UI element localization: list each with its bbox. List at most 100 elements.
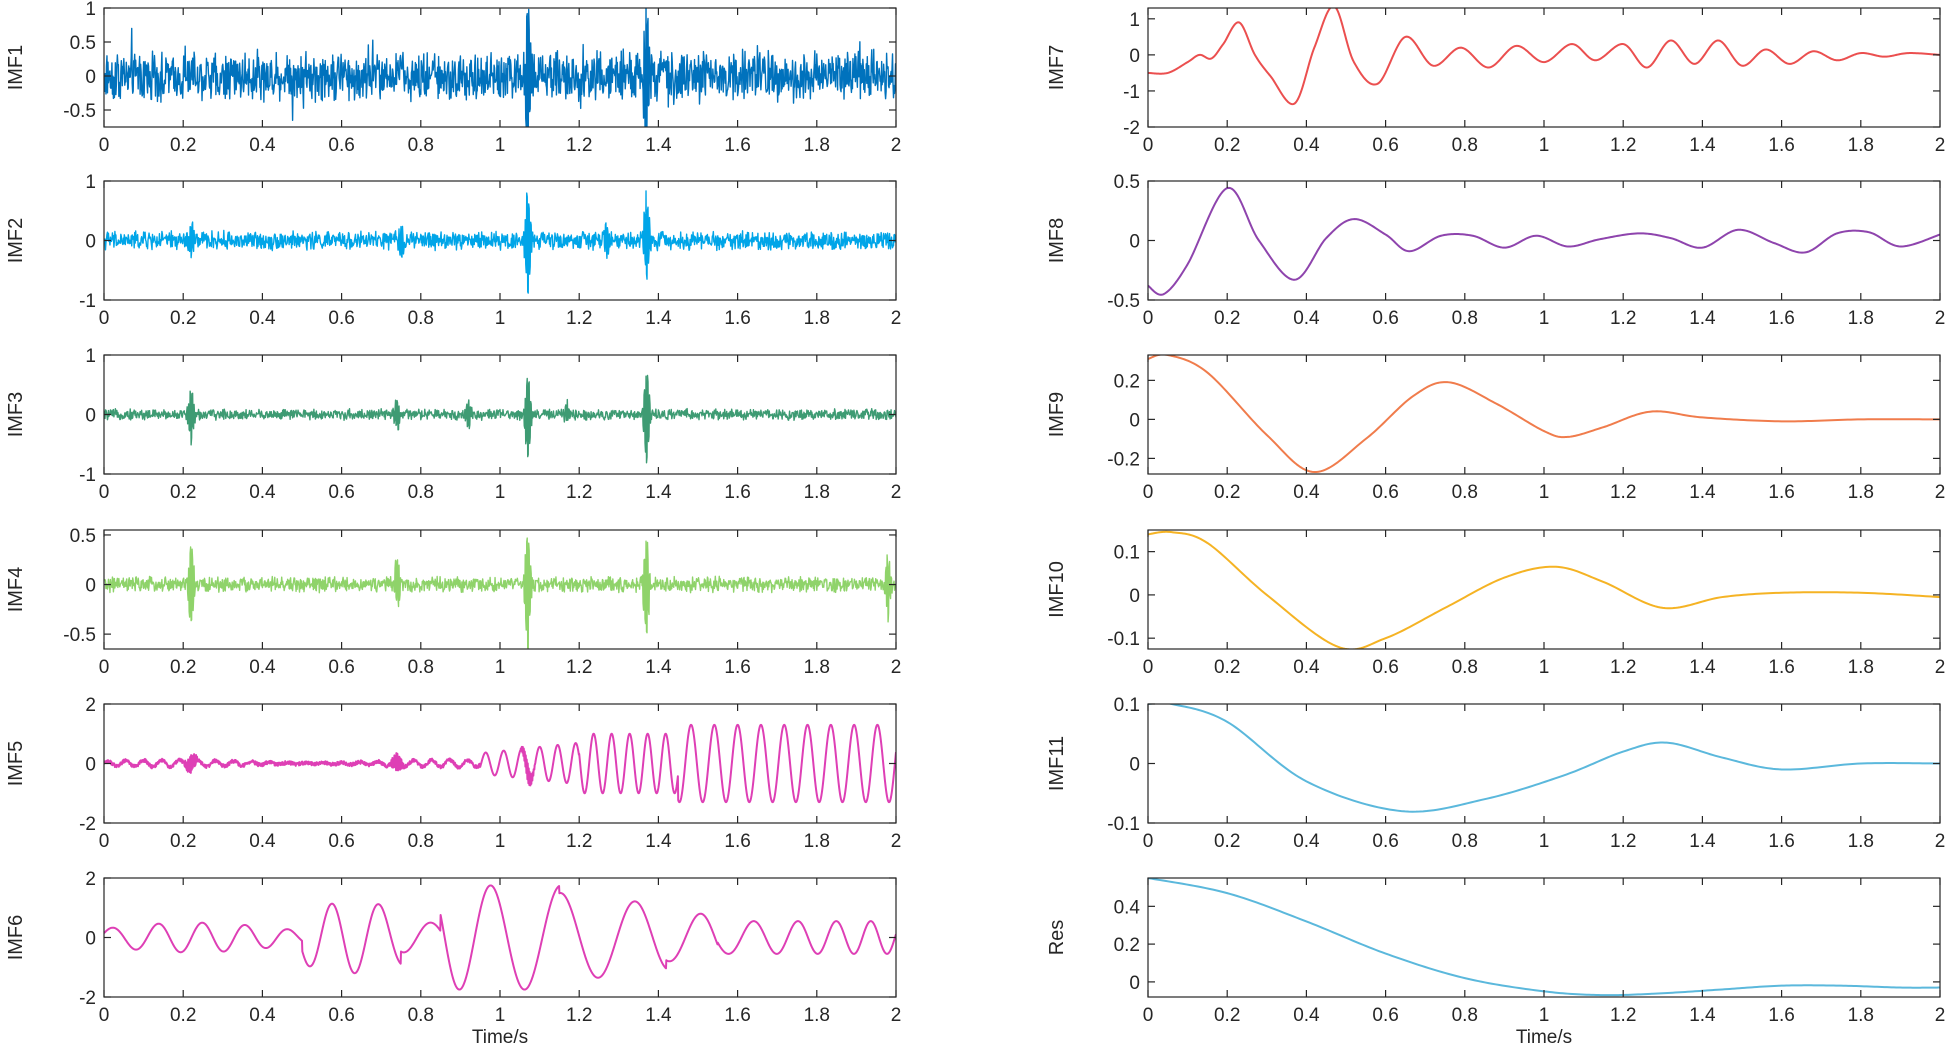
imf1-xtick-label: 2 bbox=[891, 135, 902, 156]
imf9-xtick-label: 1 bbox=[1539, 482, 1550, 503]
imf3-xtick-label: 0.8 bbox=[408, 482, 434, 503]
imf6-xtick-label: 1.2 bbox=[566, 1005, 592, 1026]
imf5-ytick-label: -2 bbox=[79, 814, 96, 835]
imf5-xtick-label: 0.4 bbox=[249, 831, 276, 852]
imf4-xtick-label: 0.2 bbox=[170, 657, 196, 678]
imf9-xtick-label: 0 bbox=[1143, 482, 1154, 503]
imf8-xtick-label: 0.4 bbox=[1293, 308, 1320, 329]
imf3-ytick-label: 1 bbox=[85, 346, 96, 367]
imf2-xtick-label: 1.8 bbox=[804, 308, 830, 329]
imf8-xtick-label: 1 bbox=[1539, 308, 1550, 329]
imf10-ytick-label: -0.1 bbox=[1107, 629, 1140, 650]
imf8-xtick-label: 1.2 bbox=[1610, 308, 1636, 329]
imf5-ytick-label: 0 bbox=[85, 755, 96, 776]
imf8-xtick-label: 2 bbox=[1935, 308, 1946, 329]
imf6-ytick-label: -2 bbox=[79, 988, 96, 1009]
imf7-series-line bbox=[1148, 8, 1940, 106]
imf11-xtick-label: 0.6 bbox=[1372, 831, 1398, 852]
imf9-ytick-label: -0.2 bbox=[1107, 449, 1140, 470]
imf1-xtick-label: 0.8 bbox=[408, 135, 434, 156]
imf11-ytick-label: 0.1 bbox=[1114, 695, 1140, 716]
imf1-xtick-label: 1 bbox=[495, 135, 506, 156]
imf7-xtick-label: 0.8 bbox=[1452, 135, 1478, 156]
imf6-xtick-label: 1.8 bbox=[804, 1005, 830, 1026]
imf3-xtick-label: 0.2 bbox=[170, 482, 196, 503]
imf8-xtick-label: 0.6 bbox=[1372, 308, 1398, 329]
res-ylabel: Res bbox=[1046, 920, 1068, 956]
imf9-xtick-label: 0.4 bbox=[1293, 482, 1320, 503]
imf2-xtick-label: 1.6 bbox=[724, 308, 750, 329]
imf9-ytick-label: 0 bbox=[1129, 410, 1140, 431]
imf1-xtick-label: 0 bbox=[99, 135, 110, 156]
imf5-xtick-label: 0 bbox=[99, 831, 110, 852]
imf6-ylabel: IMF6 bbox=[5, 915, 27, 961]
imf9-xtick-label: 1.8 bbox=[1848, 482, 1874, 503]
imf4-xtick-label: 1.6 bbox=[724, 657, 750, 678]
imf8-axes-box bbox=[1147, 180, 1941, 301]
imf11-xtick-label: 0 bbox=[1143, 831, 1154, 852]
imf7-xtick-label: 1.2 bbox=[1610, 135, 1636, 156]
imf5-ylabel: IMF5 bbox=[5, 741, 27, 787]
imf11-xtick-label: 1.4 bbox=[1689, 831, 1716, 852]
imf6-xtick-label: 1 bbox=[495, 1005, 506, 1026]
imf3-xtick-label: 1.6 bbox=[724, 482, 750, 503]
imf8-ytick-label: 0 bbox=[1129, 232, 1140, 253]
imf11-xtick-label: 2 bbox=[1935, 831, 1946, 852]
imf2-ytick-label: -1 bbox=[79, 291, 96, 312]
imf5-xtick-label: 2 bbox=[891, 831, 902, 852]
imf3-ytick-label: -1 bbox=[79, 465, 96, 486]
imf7-xtick-label: 1.4 bbox=[1689, 135, 1716, 156]
imf6-axes-box bbox=[103, 877, 897, 998]
imf8-xtick-label: 0.2 bbox=[1214, 308, 1240, 329]
imf11-xtick-label: 0.4 bbox=[1293, 831, 1320, 852]
imf8-xtick-label: 0.8 bbox=[1452, 308, 1478, 329]
res-xtick-label: 1 bbox=[1539, 1005, 1550, 1026]
imf9-ytick-label: 0.2 bbox=[1114, 371, 1140, 392]
imf10-axes-box bbox=[1147, 529, 1941, 650]
imf1-ytick-label: 0.5 bbox=[70, 33, 96, 54]
imf10-xtick-label: 1.6 bbox=[1768, 657, 1794, 678]
res-axes-box bbox=[1147, 877, 1941, 998]
imf1-ytick-label: 1 bbox=[85, 0, 96, 20]
imf7-ytick-label: 0 bbox=[1129, 46, 1140, 67]
imf6-series-line bbox=[104, 884, 896, 991]
res-xtick-label: 1.4 bbox=[1689, 1005, 1716, 1026]
imf4-xtick-label: 0.8 bbox=[408, 657, 434, 678]
res-xtick-label: 0.2 bbox=[1214, 1005, 1240, 1026]
imf9-xtick-label: 1.4 bbox=[1689, 482, 1716, 503]
imf2-ytick-label: 0 bbox=[85, 232, 96, 253]
imf10-xtick-label: 0.8 bbox=[1452, 657, 1478, 678]
imf7-xtick-label: 1.6 bbox=[1768, 135, 1794, 156]
imf9-xtick-label: 0.8 bbox=[1452, 482, 1478, 503]
imf7-subplot: 0 0.2 0.4 0.6 0.8 1 1.2 1.4 1.6 1.8 2 -2 -1 0 1 IMF7 bbox=[1046, 7, 1946, 156]
imf3-series-line bbox=[104, 374, 896, 464]
imf2-xtick-label: 0.4 bbox=[249, 308, 276, 329]
imf4-xtick-label: 0 bbox=[99, 657, 110, 678]
imf8-xtick-label: 1.6 bbox=[1768, 308, 1794, 329]
imf11-xtick-label: 1 bbox=[1539, 831, 1550, 852]
imf4-xtick-label: 2 bbox=[891, 657, 902, 678]
imf1-xtick-label: 1.8 bbox=[804, 135, 830, 156]
imf6-xtick-label: 0.6 bbox=[328, 1005, 354, 1026]
imf1-ytick-label: 0 bbox=[85, 67, 96, 88]
imf7-ytick-label: 1 bbox=[1129, 10, 1140, 31]
imf9-ylabel: IMF9 bbox=[1046, 392, 1068, 438]
imf9-xtick-label: 1.2 bbox=[1610, 482, 1636, 503]
imf10-xtick-label: 1.2 bbox=[1610, 657, 1636, 678]
imf4-xtick-label: 0.6 bbox=[328, 657, 354, 678]
imf3-xtick-label: 2 bbox=[891, 482, 902, 503]
imf2-series-line bbox=[104, 190, 896, 294]
imf11-axes-box bbox=[1147, 703, 1941, 824]
imf7-axes-box bbox=[1147, 7, 1941, 128]
imf9-xtick-label: 0.2 bbox=[1214, 482, 1240, 503]
imf5-xtick-label: 1 bbox=[495, 831, 506, 852]
imf10-xtick-label: 0 bbox=[1143, 657, 1154, 678]
imf7-xtick-label: 2 bbox=[1935, 135, 1946, 156]
imf2-ylabel: IMF2 bbox=[5, 218, 27, 264]
